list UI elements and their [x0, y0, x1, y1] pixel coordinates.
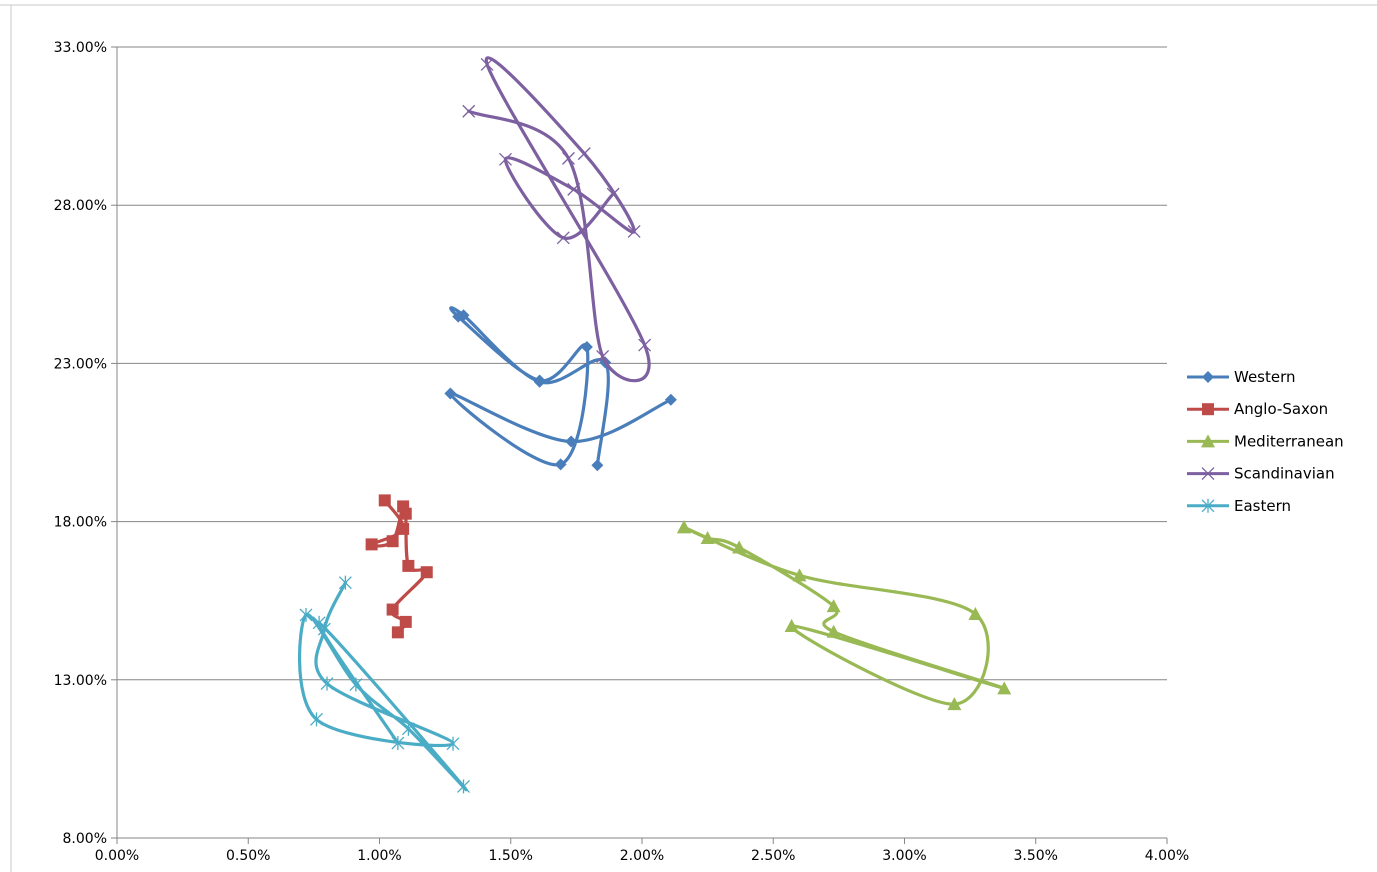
data-point-scandinavian	[462, 104, 476, 118]
data-point-eastern	[401, 721, 415, 736]
data-point-western	[554, 458, 567, 471]
x-tick-label: 3.00%	[882, 848, 926, 864]
data-point-anglo-saxon	[402, 559, 415, 572]
series-mediterranean	[677, 520, 1012, 711]
legend-item-anglo-saxon: Anglo-Saxon	[1187, 400, 1328, 418]
data-point-mediterranean	[968, 606, 983, 620]
plot-area	[297, 56, 1012, 794]
legend-item-scandinavian: Scandinavian	[1187, 465, 1335, 483]
data-point-mediterranean	[826, 624, 841, 638]
data-point-eastern	[299, 607, 313, 622]
data-point-scandinavian	[556, 231, 570, 245]
data-point-anglo-saxon	[420, 566, 433, 579]
data-point-mediterranean	[677, 520, 691, 534]
legend-marker-mediterranean	[1201, 434, 1215, 448]
data-point-scandinavian	[480, 57, 494, 71]
y-tick-label: 23.00%	[54, 356, 107, 372]
data-point-mediterranean	[997, 681, 1012, 695]
data-point-mediterranean	[947, 697, 962, 711]
data-point-scandinavian	[596, 349, 610, 363]
data-point-eastern	[310, 712, 323, 727]
data-point-anglo-saxon	[391, 626, 404, 639]
data-point-mediterranean	[732, 540, 747, 554]
x-tick-label: 0.00%	[95, 848, 139, 864]
series-line-mediterranean	[682, 525, 1006, 706]
legend-item-western: Western	[1187, 368, 1296, 386]
data-point-anglo-saxon	[365, 538, 378, 551]
data-point-eastern	[320, 676, 334, 691]
y-axis-tick-labels: 8.00% 13.00% 18.00% 23.00% 28.00% 33.00%	[54, 40, 107, 847]
data-point-western	[457, 309, 470, 322]
x-tick-label: 1.50%	[489, 848, 533, 864]
legend-label-western: Western	[1234, 368, 1296, 386]
data-point-scandinavian	[627, 225, 641, 238]
data-point-scandinavian	[606, 187, 620, 201]
y-tick-label: 33.00%	[54, 40, 107, 56]
legend-marker-scandinavian	[1201, 467, 1215, 481]
data-point-eastern	[391, 736, 405, 751]
legend-item-mediterranean: Mediterranean	[1187, 432, 1344, 450]
y-tick-label: 28.00%	[54, 198, 107, 214]
x-axis-tick-labels: 0.00% 0.50% 1.00% 1.50% 2.00% 2.50% 3.00% 3.50%…	[95, 848, 1189, 864]
legend-marker-western	[1202, 371, 1214, 383]
legend-marker-anglo-saxon	[1202, 403, 1214, 416]
legend-label-anglo-saxon: Anglo-Saxon	[1234, 400, 1328, 418]
series-scandinavian	[462, 56, 652, 383]
legend-item-eastern: Eastern	[1187, 497, 1291, 515]
data-point-eastern	[338, 575, 352, 590]
x-tick-label: 3.50%	[1014, 848, 1058, 864]
gridlines	[117, 46, 1167, 839]
data-point-western	[664, 393, 677, 406]
data-point-mediterranean	[792, 568, 807, 582]
y-tick-label: 8.00%	[63, 831, 107, 847]
data-point-anglo-saxon	[386, 603, 399, 616]
data-point-western	[580, 340, 593, 353]
data-point-western	[565, 435, 578, 448]
data-point-anglo-saxon	[378, 494, 391, 507]
data-point-eastern	[457, 779, 470, 794]
data-point-eastern	[312, 615, 326, 630]
legend: Western Anglo-Saxon Mediterranean Scandinav…	[1187, 368, 1344, 515]
data-point-scandinavian	[638, 338, 652, 352]
data-point-mediterranean	[784, 619, 799, 633]
series-eastern	[297, 575, 470, 794]
data-point-anglo-saxon	[399, 615, 412, 628]
data-point-western	[533, 375, 546, 388]
x-tick-label: 1.00%	[357, 848, 401, 864]
data-point-eastern	[349, 677, 363, 692]
data-point-western	[444, 387, 457, 400]
y-tick-label: 13.00%	[54, 673, 107, 689]
x-tick-label: 2.00%	[620, 848, 664, 864]
data-point-anglo-saxon	[397, 522, 410, 535]
data-point-anglo-saxon	[399, 507, 412, 520]
legend-marker-eastern	[1201, 498, 1215, 513]
x-tick-label: 4.00%	[1145, 848, 1189, 864]
data-point-eastern	[317, 622, 331, 637]
legend-label-scandinavian: Scandinavian	[1234, 465, 1335, 483]
x-tick-label: 2.50%	[751, 848, 795, 864]
y-tick-label: 18.00%	[54, 515, 107, 531]
data-point-scandinavian	[567, 182, 581, 196]
data-point-eastern	[446, 736, 460, 751]
data-point-scandinavian	[577, 147, 591, 161]
series-line-western	[448, 306, 673, 467]
series-western	[444, 306, 677, 472]
data-point-scandinavian	[562, 151, 575, 165]
legend-label-eastern: Eastern	[1234, 497, 1291, 515]
data-point-western	[591, 459, 604, 472]
data-point-mediterranean	[700, 531, 715, 545]
series-anglo-saxon	[365, 494, 433, 639]
series-line-anglo-saxon	[369, 498, 429, 634]
legend-label-mediterranean: Mediterranean	[1234, 432, 1344, 450]
data-point-anglo-saxon	[386, 535, 399, 548]
axes	[0, 4, 1377, 872]
data-point-mediterranean	[826, 599, 841, 613]
series-line-scandinavian	[467, 56, 651, 383]
data-point-scandinavian	[499, 152, 512, 166]
x-tick-label: 0.50%	[226, 848, 270, 864]
